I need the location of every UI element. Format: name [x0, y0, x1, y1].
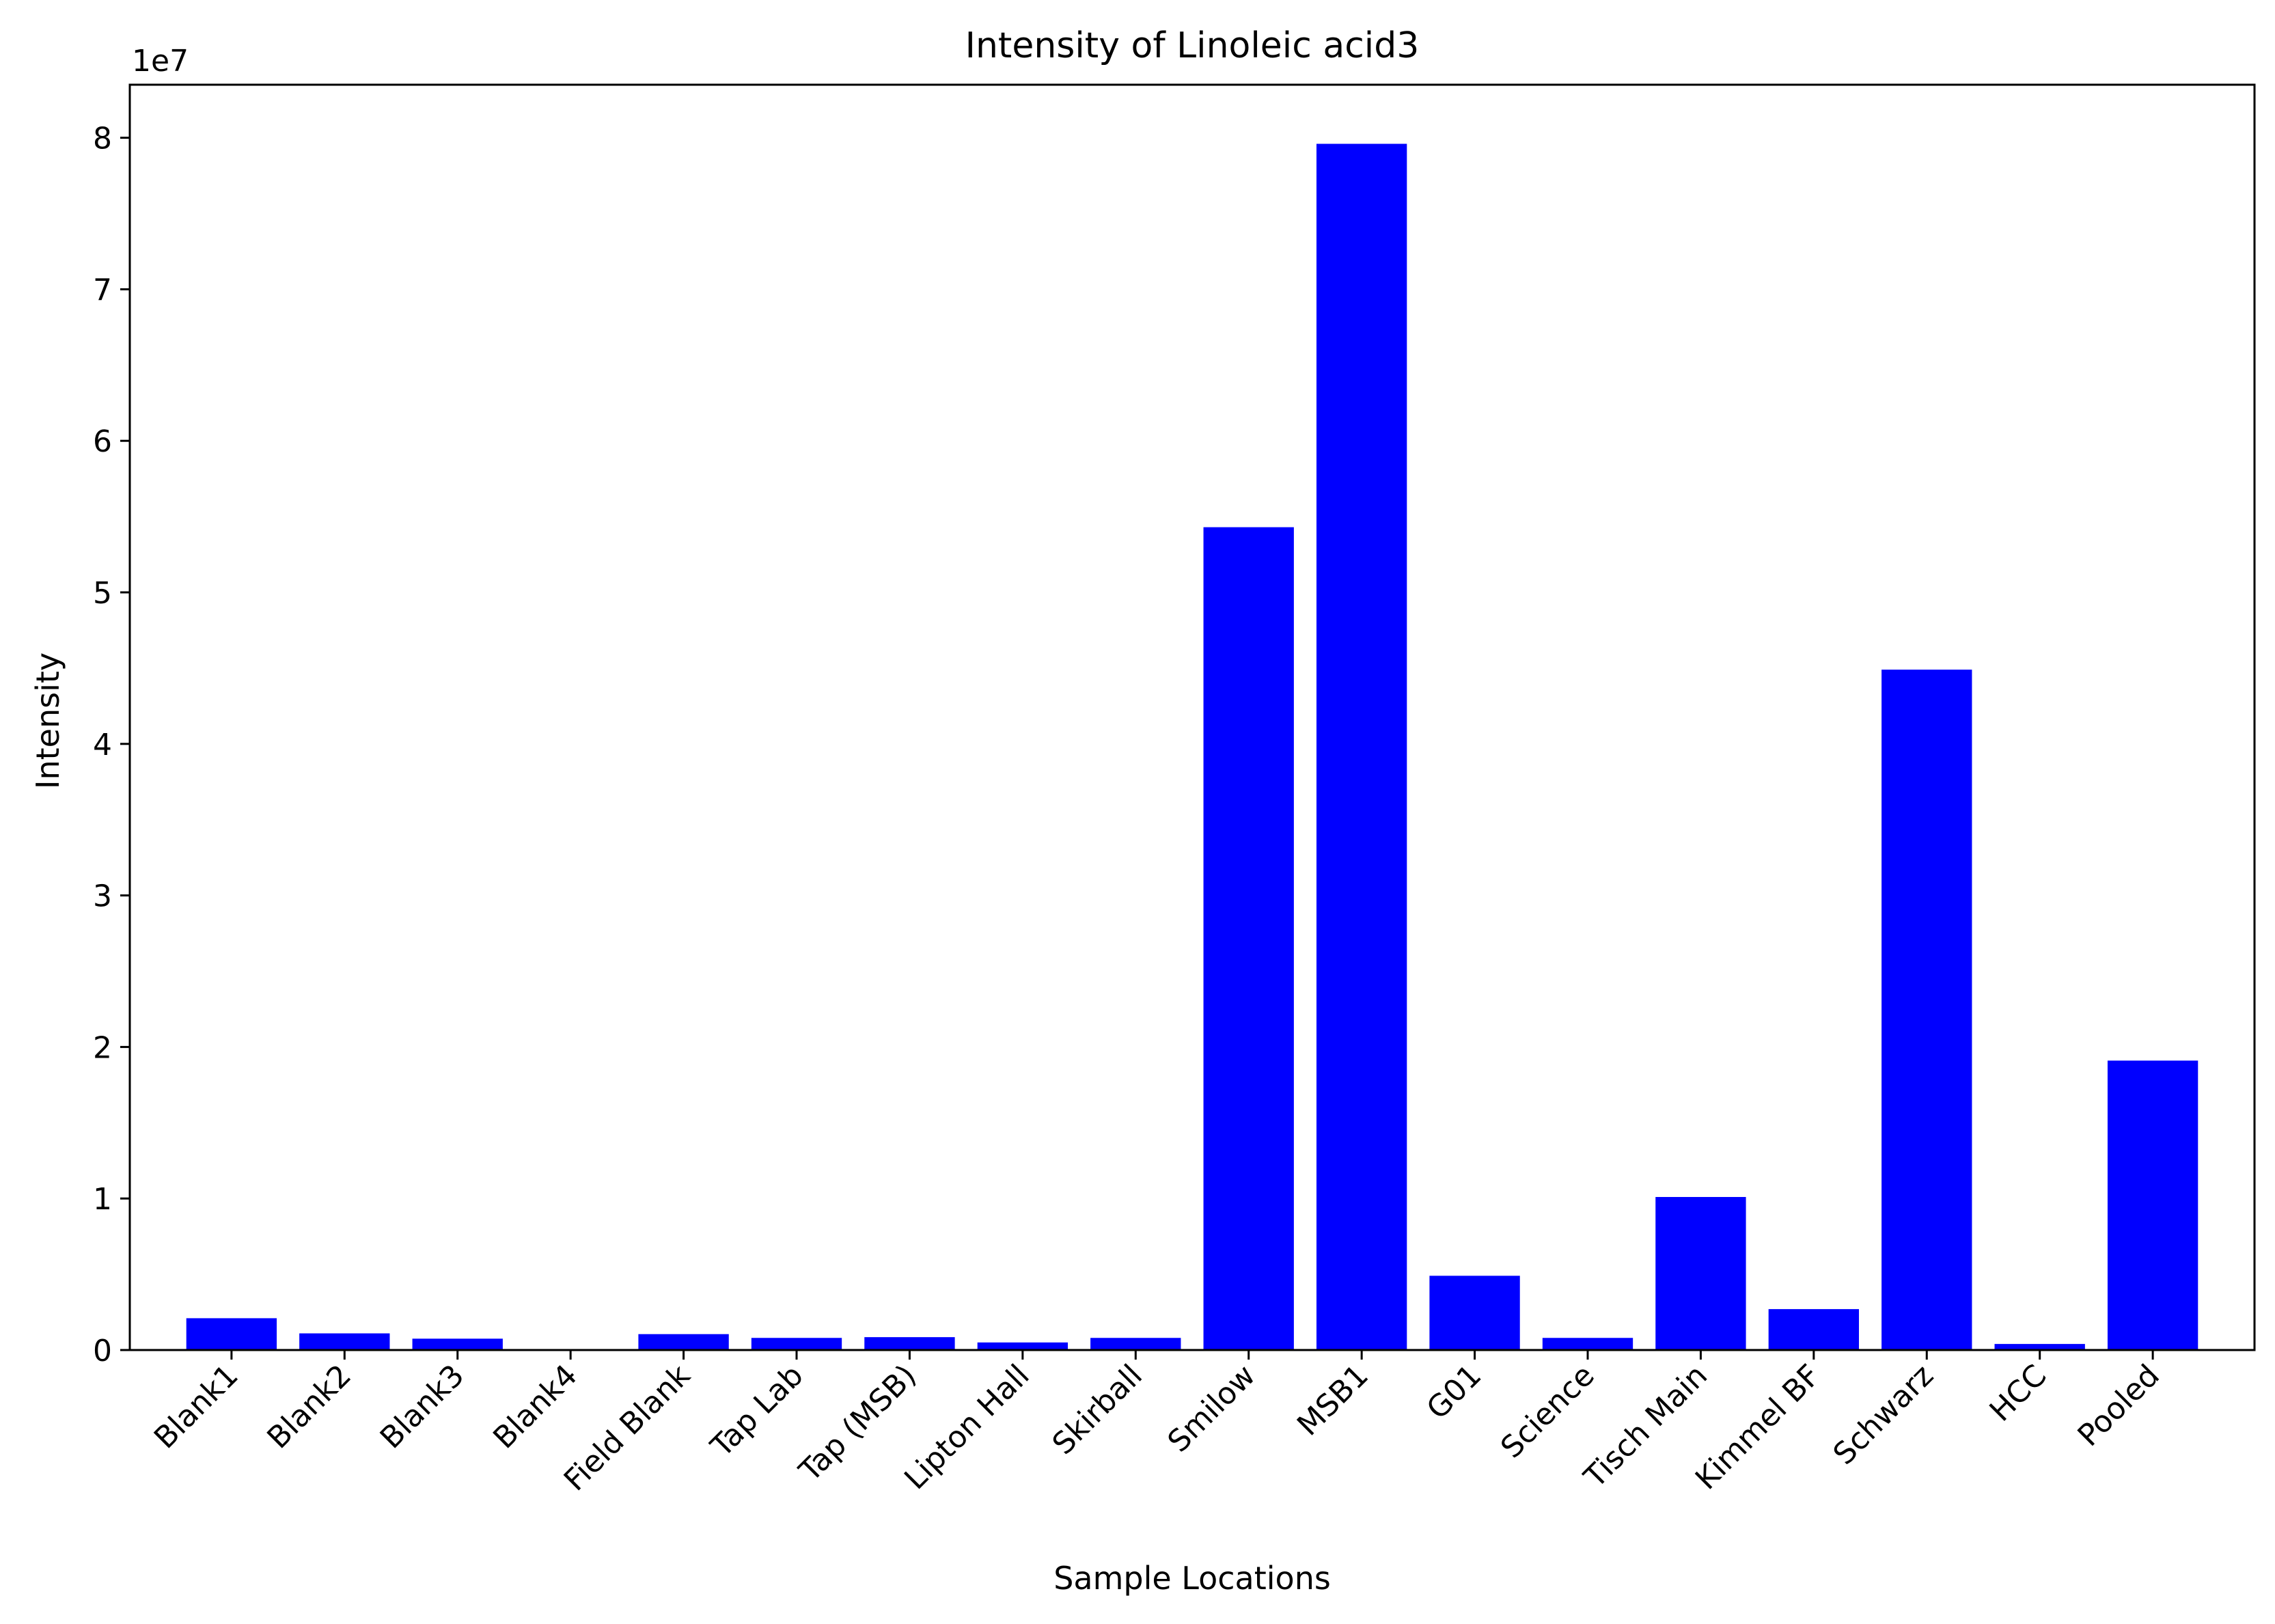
bar-pooled: [2107, 1060, 2198, 1350]
x-tick-label: Smilow: [1161, 1358, 1263, 1459]
x-tick-label: HCC: [1983, 1358, 2054, 1429]
y-tick-label: 2: [93, 1030, 112, 1065]
bar-tap-msb: [864, 1337, 955, 1350]
y-tick-label: 1: [93, 1182, 112, 1217]
x-tick-label: Schwarz: [1827, 1358, 1940, 1472]
bar-smilow: [1203, 527, 1294, 1350]
y-tick-label: 5: [93, 576, 112, 611]
bar-blank2: [299, 1333, 390, 1350]
bar-blank3: [412, 1338, 503, 1350]
x-tick-label: Tap Lab: [704, 1358, 810, 1464]
x-tick-label: Blank4: [486, 1358, 584, 1456]
y-tick-label: 4: [93, 728, 112, 762]
bar-g01: [1429, 1276, 1520, 1350]
bar-msb1: [1316, 143, 1407, 1350]
bars-group: [186, 143, 2198, 1350]
x-tick-label: Pooled: [2071, 1358, 2166, 1453]
y-axis-offset-label: 1e7: [132, 44, 189, 79]
y-tick-label: 8: [93, 122, 112, 156]
bar-blank1: [186, 1318, 277, 1350]
bar-skirball: [1090, 1338, 1181, 1350]
x-axis-label: Sample Locations: [1053, 1560, 1331, 1597]
chart-title: Intensity of Linoleic acid3: [965, 25, 1420, 66]
bar-science: [1542, 1338, 1633, 1350]
x-tick-label: Blank1: [148, 1358, 245, 1456]
bar-field-blank: [638, 1334, 729, 1350]
y-tick-label: 7: [93, 273, 112, 307]
bar-lipton-hall: [977, 1342, 1068, 1350]
plot-frame: [128, 83, 2256, 1351]
bar-hcc: [1994, 1344, 2085, 1350]
bar-tap-lab: [751, 1338, 842, 1350]
bar-tisch-main: [1655, 1196, 1746, 1350]
bar-schwarz: [1881, 670, 1972, 1350]
x-tick-label: Blank3: [374, 1358, 471, 1456]
x-tick-label: G01: [1420, 1358, 1489, 1427]
y-tick-label: 0: [93, 1334, 112, 1368]
x-tick-label: MSB1: [1291, 1358, 1375, 1443]
x-tick-label: Skirball: [1046, 1358, 1149, 1461]
x-tick-label: Blank2: [260, 1358, 358, 1456]
y-axis-label: Intensity: [29, 652, 66, 789]
y-axis-ticks: 0 1 2 3 4 5 6 7 8: [93, 122, 130, 1368]
y-tick-label: 3: [93, 879, 112, 914]
y-tick-label: 6: [93, 424, 112, 459]
x-tick-label: Science: [1494, 1358, 1601, 1465]
bar-kimmel-bf: [1768, 1309, 1860, 1350]
